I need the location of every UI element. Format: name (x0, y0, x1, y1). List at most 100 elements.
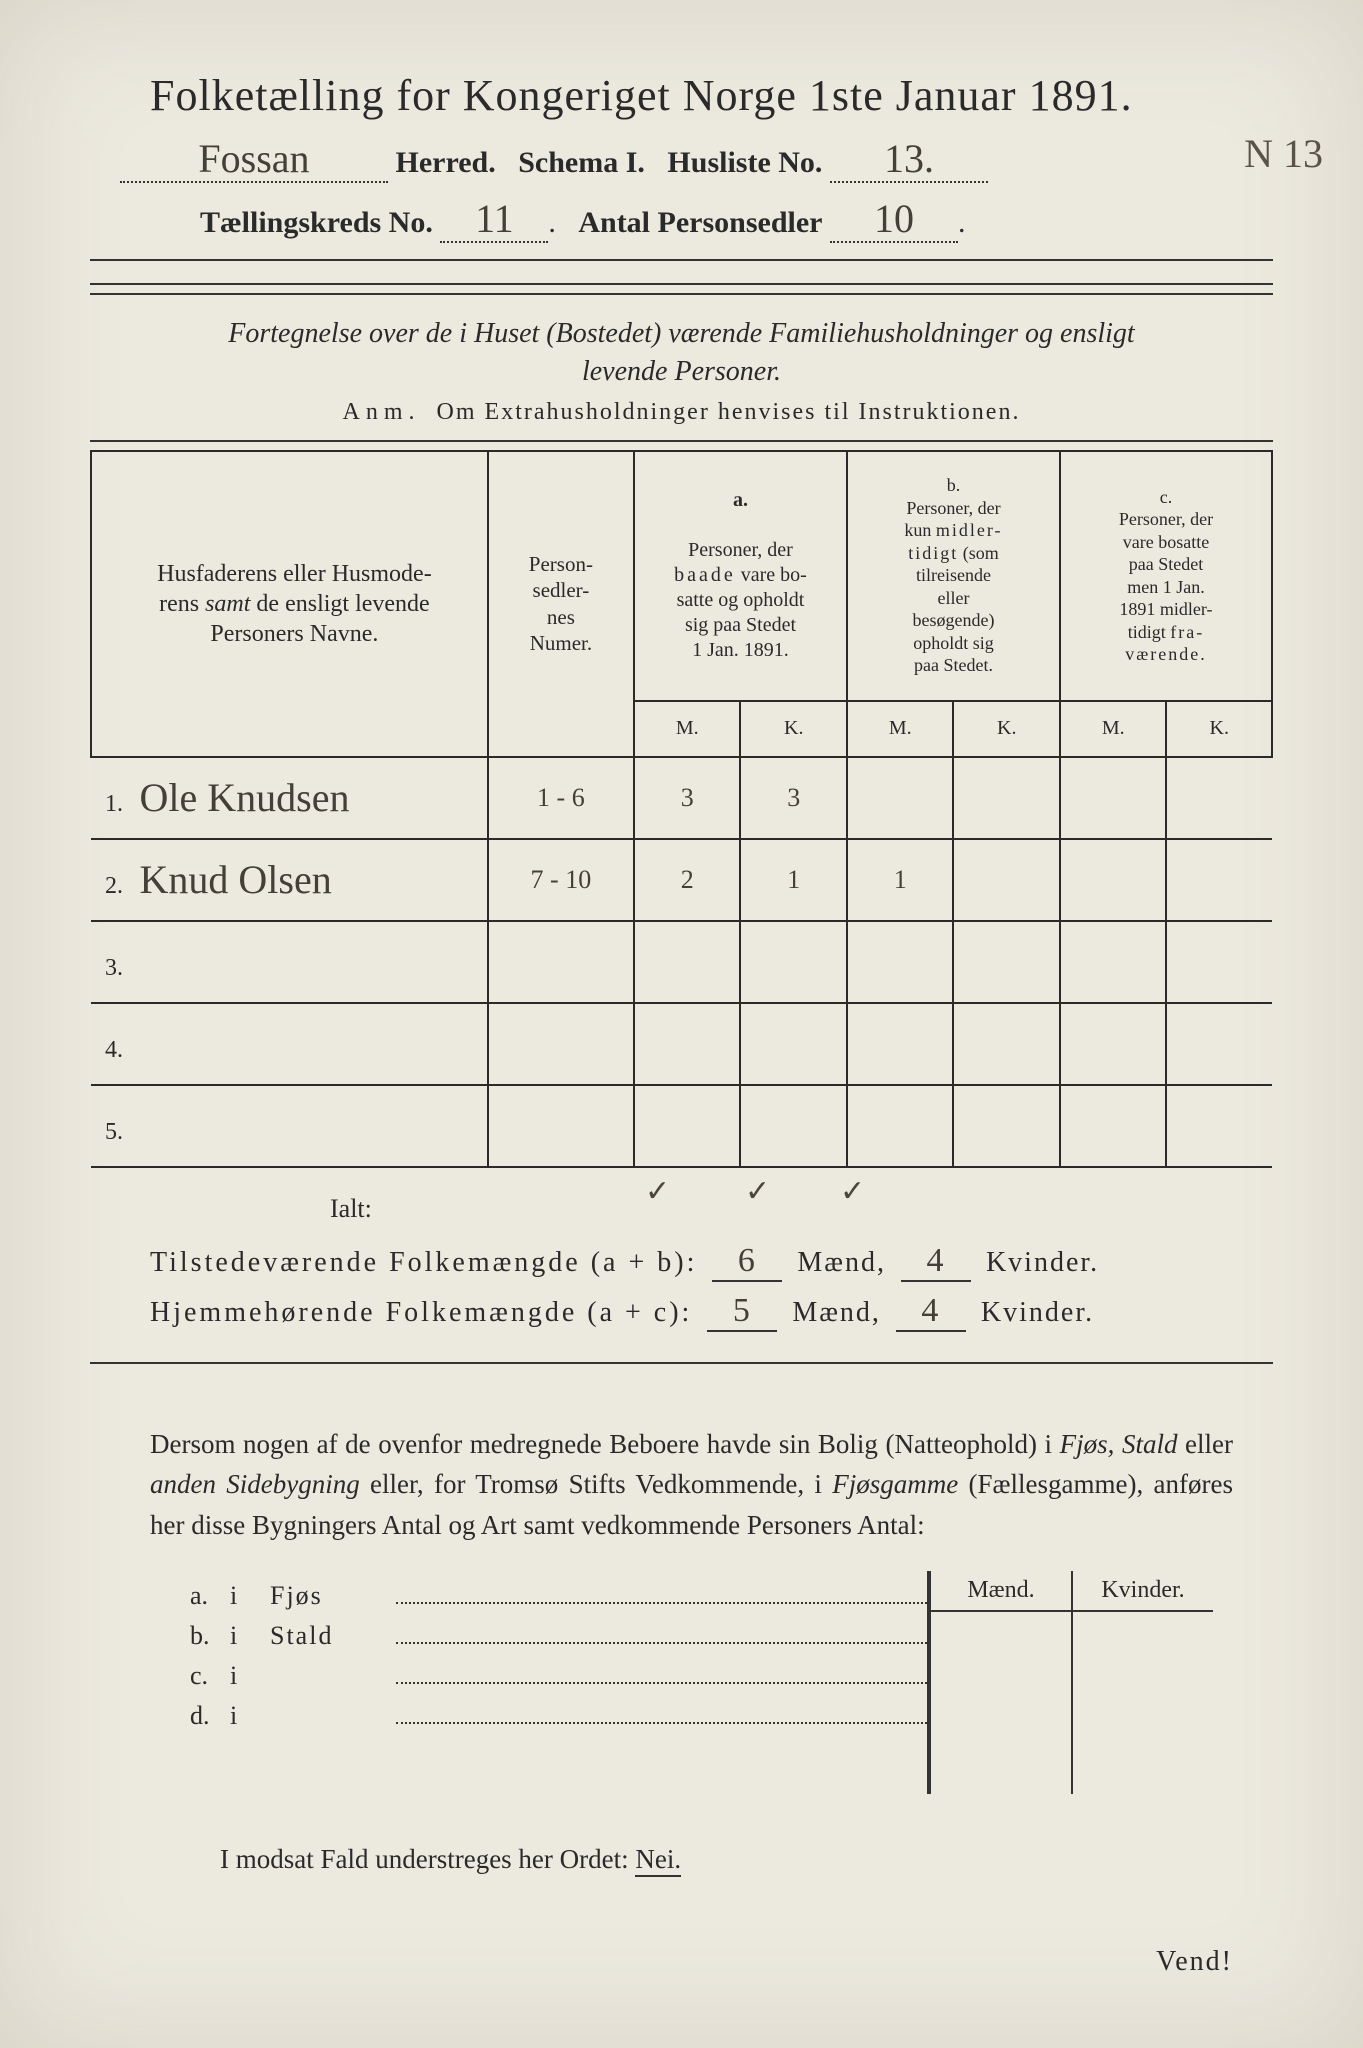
col-b-m: M. (847, 701, 954, 757)
b-k-cell (953, 839, 1060, 921)
tick-mark: ✓ (840, 1174, 865, 1209)
side-letter: a. (190, 1581, 230, 1611)
c-m-cell (1060, 839, 1167, 921)
b-m-cell (847, 921, 954, 1003)
person-name: Ole Knudsen (140, 775, 350, 820)
tilstede-k: 4 (901, 1242, 971, 1282)
col-b-header: b. Personer, derkun midler-tidigt (somti… (847, 451, 1060, 701)
c-k-cell (1166, 839, 1272, 921)
table-row: 5. (91, 1085, 1272, 1167)
row-number: 5. (105, 1119, 133, 1146)
desc-line1: Fortegnelse over de i Huset (Bostedet) v… (228, 318, 1134, 349)
b-k-cell (953, 921, 1060, 1003)
row-number: 1. (105, 791, 133, 818)
side-kvinder-cell (1072, 1611, 1213, 1794)
a-m-cell (634, 1003, 741, 1085)
anm-text: Om Extrahusholdninger henvises til Instr… (437, 399, 1021, 425)
person-name: Knud Olsen (140, 857, 332, 902)
name-cell: 1. Ole Knudsen (91, 757, 488, 839)
anm-label: Anm. (343, 399, 421, 425)
col-a-m: M. (634, 701, 741, 757)
modsat-text: I modsat Fald understreges her Ordet: (220, 1844, 629, 1874)
tilstede-m: 6 (712, 1242, 782, 1282)
c-k-cell (1166, 921, 1272, 1003)
thick-divider (90, 283, 1273, 295)
col-b-tag: b. (947, 475, 961, 495)
table-body: 1. Ole Knudsen1 - 6332. Knud Olsen7 - 10… (91, 757, 1272, 1167)
a-m-cell: 2 (634, 839, 741, 921)
col-c-m: M. (1060, 701, 1167, 757)
c-m-cell (1060, 1003, 1167, 1085)
table-row: 1. Ole Knudsen1 - 633 (91, 757, 1272, 839)
c-k-cell (1166, 757, 1272, 839)
row-number: 2. (105, 873, 133, 900)
schema-label: Schema I. (518, 146, 645, 179)
c-m-cell (1060, 921, 1167, 1003)
side-row: c.i (190, 1661, 927, 1691)
tick-mark: ✓ (645, 1174, 670, 1209)
col-a-k: K. (740, 701, 847, 757)
a-m-cell: 3 (634, 757, 741, 839)
hjemme-m: 5 (707, 1292, 777, 1332)
c-k-cell (1166, 1003, 1272, 1085)
dotted-line (396, 1584, 927, 1604)
page-title: Folketælling for Kongeriget Norge 1ste J… (150, 70, 1273, 121)
table-row: 3. (91, 921, 1272, 1003)
side-i: i (230, 1661, 270, 1691)
sedler-cell (488, 921, 634, 1003)
table-row: 4. (91, 1003, 1272, 1085)
a-m-cell (634, 921, 741, 1003)
totals-line-1: Tilstedeværende Folkemængde (a + b): 6 M… (150, 1242, 1273, 1282)
side-letter: c. (190, 1661, 230, 1691)
kvinder-label: Kvinder. (986, 1247, 1099, 1278)
col-b-k: K. (953, 701, 1060, 757)
table-row: 2. Knud Olsen7 - 10211 (91, 839, 1272, 921)
col-num-header: Person-sedler-nesNumer. (488, 451, 634, 757)
side-rows: a.iFjøsb.iStaldc.id.i (190, 1571, 927, 1794)
kreds-value: 11 (440, 199, 548, 243)
c-m-cell (1060, 1085, 1167, 1167)
anm-line: Anm. Om Extrahusholdninger henvises til … (90, 399, 1273, 426)
a-k-cell (740, 921, 847, 1003)
maend-label: Mænd, (797, 1247, 886, 1278)
herred-label: Herred. (396, 146, 496, 179)
a-k-cell (740, 1003, 847, 1085)
husliste-label: Husliste No. (667, 146, 822, 179)
b-m-cell (847, 1003, 954, 1085)
side-name: Fjøs (270, 1581, 390, 1611)
side-letter: b. (190, 1621, 230, 1651)
b-k-cell (953, 1003, 1060, 1085)
header-line-3: Tællingskreds No. 11. Antal Personsedler… (200, 199, 1273, 249)
side-i: i (230, 1581, 270, 1611)
description: Fortegnelse over de i Huset (Bostedet) v… (170, 315, 1193, 391)
side-name: Stald (270, 1621, 390, 1651)
a-k-cell: 1 (740, 839, 847, 921)
sedler-cell: 7 - 10 (488, 839, 634, 921)
nei-word: Nei. (635, 1844, 681, 1877)
hjemme-label: Hjemmehørende Folkemængde (a + c): (150, 1297, 692, 1328)
a-k-cell (740, 1085, 847, 1167)
side-i: i (230, 1701, 270, 1731)
side-maend-cell (930, 1611, 1072, 1794)
c-k-cell (1166, 1085, 1272, 1167)
kreds-label: Tællingskreds No. (200, 206, 433, 239)
c-m-cell (1060, 757, 1167, 839)
sedler-cell (488, 1003, 634, 1085)
side-kvinder-header: Kvinder. (1072, 1571, 1213, 1611)
b-m-cell: 1 (847, 839, 954, 921)
sedler-cell: 1 - 6 (488, 757, 634, 839)
side-row: a.iFjøs (190, 1581, 927, 1611)
households-table: Husfaderens eller Husmode-rens samt de e… (90, 450, 1273, 1168)
personsedler-value: 10 (830, 199, 958, 243)
divider-2 (90, 440, 1273, 442)
tick-mark: ✓ (745, 1174, 770, 1209)
side-row: b.iStald (190, 1621, 927, 1651)
kvinder-label: Kvinder. (981, 1297, 1094, 1328)
name-cell: 2. Knud Olsen (91, 839, 488, 921)
col-name-header: Husfaderens eller Husmode-rens samt de e… (91, 451, 488, 757)
header-line-2: Fossan Herred. Schema I. Husliste No. 13… (120, 139, 1273, 183)
a-m-cell (634, 1085, 741, 1167)
side-maend-header: Mænd. (930, 1571, 1072, 1611)
personsedler-label: Antal Personsedler (578, 206, 822, 239)
ialt-label: Ialt: (330, 1194, 1273, 1224)
